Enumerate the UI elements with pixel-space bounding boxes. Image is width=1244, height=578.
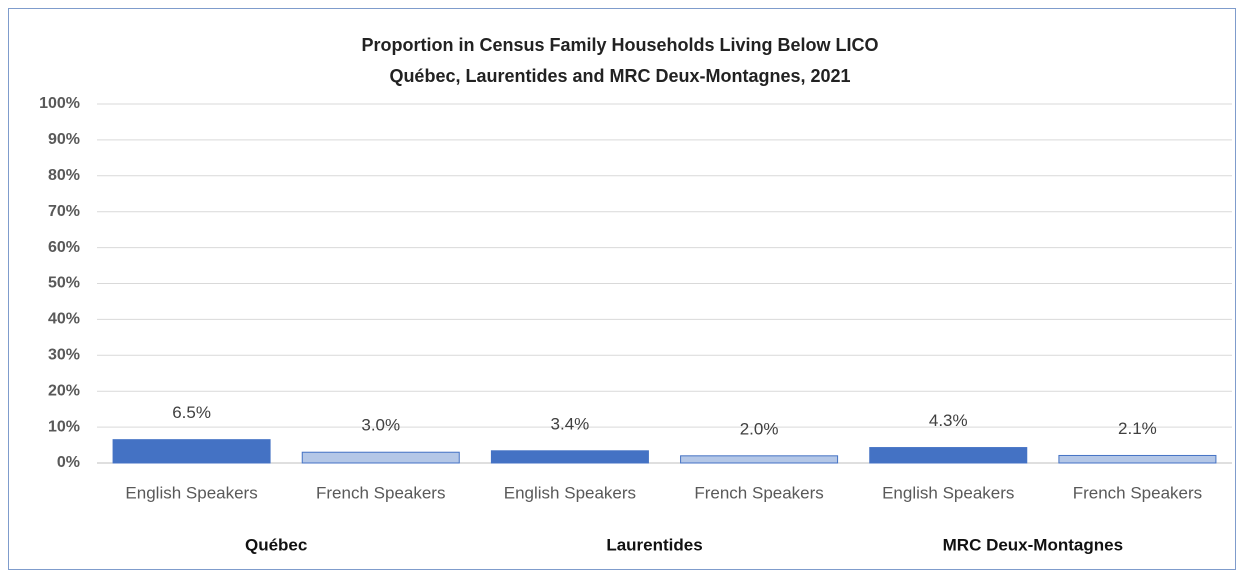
y-tick-label: 70% [48,203,80,220]
group-label: Québec [245,535,307,554]
y-tick-label: 100% [39,95,80,112]
bar [680,455,839,464]
y-tick-label: 60% [48,239,80,256]
y-tick-label: 50% [48,275,80,292]
y-tick-label: 20% [48,382,80,399]
x-tick-label: French Speakers [694,483,823,502]
bar [490,450,649,464]
bar [301,451,460,464]
x-tick-label: English Speakers [882,483,1014,502]
y-tick-label: 30% [48,347,80,364]
bar [869,447,1028,464]
y-tick-label: 0% [57,454,80,471]
x-tick-label: French Speakers [316,483,445,502]
chart-subtitle: Québec, Laurentides and MRC Deux-Montagn… [389,66,850,86]
y-tick-label: 10% [48,418,80,435]
group-label: MRC Deux-Montagnes [943,535,1123,554]
bar [112,439,271,464]
x-tick-label: English Speakers [125,483,257,502]
x-tick-label: French Speakers [1073,483,1202,502]
bar [1058,454,1217,464]
value-label: 2.1% [1118,419,1157,438]
group-label: Laurentides [606,535,702,554]
y-tick-label: 40% [48,311,80,328]
value-label: 3.0% [361,416,400,435]
value-label: 4.3% [929,411,968,430]
y-tick-label: 90% [48,131,80,148]
chart-title: Proportion in Census Family Households L… [361,35,878,55]
chart-frame [8,8,1236,570]
value-label: 6.5% [172,403,211,422]
x-tick-label: English Speakers [504,483,636,502]
value-label: 2.0% [740,419,779,438]
value-label: 3.4% [551,414,590,433]
y-tick-label: 80% [48,167,80,184]
